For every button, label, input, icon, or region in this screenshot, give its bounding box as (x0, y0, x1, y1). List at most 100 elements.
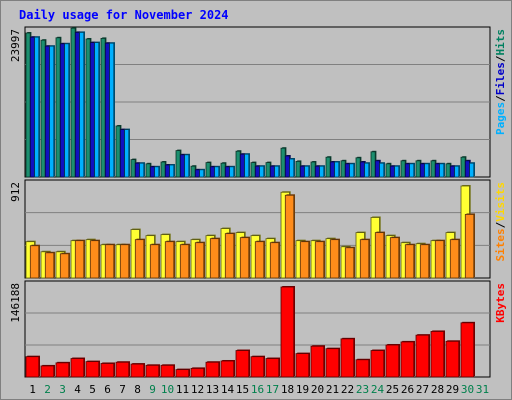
bar-sites (344, 247, 355, 279)
bar-hits (280, 147, 286, 178)
bar-pages (349, 163, 355, 178)
bar-sites (194, 242, 205, 279)
bar-pages (94, 42, 100, 178)
bar-sites (299, 241, 310, 279)
day-label: 17 (266, 383, 279, 396)
bar-sites (329, 239, 340, 279)
day-label: 31 (476, 383, 489, 396)
bar-sites (269, 242, 280, 279)
bar-kbytes (130, 363, 145, 378)
bar-hits (70, 27, 76, 178)
bar-hits (295, 160, 301, 178)
day-label: 5 (89, 383, 96, 396)
day-label: 7 (119, 383, 126, 396)
bar-kbytes (115, 361, 130, 378)
bar-files (239, 153, 245, 178)
bar-kbytes (55, 362, 70, 378)
bar-files (149, 166, 155, 178)
bar-hits (385, 163, 391, 178)
bar-pages (79, 31, 85, 178)
day-label: 6 (104, 383, 111, 396)
bar-sites (374, 232, 385, 279)
bar-sites (59, 253, 70, 279)
bar-kbytes (445, 340, 460, 378)
bar-pages (199, 169, 205, 178)
bar-files (89, 42, 95, 178)
bar-sites (104, 244, 115, 279)
bar-files (134, 162, 140, 178)
bar-kbytes (265, 358, 280, 378)
bar-sites (224, 233, 235, 279)
bar-sites (434, 240, 445, 279)
bar-sites (179, 244, 190, 279)
bar-files (464, 160, 470, 178)
bar-hits (310, 161, 316, 178)
bar-hits (355, 157, 361, 178)
bar-kbytes (415, 334, 430, 378)
bar-pages (259, 165, 265, 178)
bar-hits (400, 160, 406, 178)
day-label: 29 (446, 383, 459, 396)
bar-files (329, 161, 335, 178)
bar-pages (289, 158, 295, 178)
bar-sites (164, 241, 175, 279)
bar-hits (175, 150, 181, 178)
legend-separator: / (494, 221, 507, 228)
bar-pages (49, 45, 55, 178)
bar-pages (214, 166, 220, 178)
bar-kbytes (235, 350, 250, 378)
bar-sites (44, 252, 55, 279)
bar-files (344, 163, 350, 178)
bar-pages (139, 162, 145, 178)
bar-sites (284, 194, 295, 279)
bar-files (59, 43, 65, 178)
day-label: 21 (326, 383, 339, 396)
bar-pages (244, 153, 250, 178)
bar-hits (25, 32, 31, 178)
bar-pages (154, 166, 160, 178)
bar-kbytes (220, 360, 235, 378)
bar-hits (250, 162, 256, 178)
bar-files (209, 166, 215, 178)
day-label: 3 (59, 383, 66, 396)
bar-kbytes (175, 369, 190, 378)
bar-pages (274, 165, 280, 178)
bar-pages (109, 42, 115, 178)
bar-hits (40, 39, 46, 178)
bar-files (29, 36, 35, 178)
bar-kbytes (385, 344, 400, 378)
bar-kbytes (70, 358, 85, 378)
chart-title: Daily usage for November 2024 (19, 8, 229, 22)
day-label: 12 (191, 383, 204, 396)
legend-entry-hits: Hits (494, 29, 507, 56)
bar-files (194, 169, 200, 178)
bar-sites (419, 244, 430, 279)
day-label: 26 (401, 383, 414, 396)
bar-sites (449, 239, 460, 279)
bar-sites (74, 240, 85, 279)
day-label: 4 (74, 383, 81, 396)
bar-pages (379, 162, 385, 178)
legend-entry-pages: Pages (494, 102, 507, 135)
bar-kbytes (280, 286, 295, 378)
day-label: 25 (386, 383, 399, 396)
bar-hits (220, 162, 226, 178)
day-label: 30 (461, 383, 474, 396)
bar-hits (190, 165, 196, 178)
bar-files (254, 165, 260, 178)
bar-kbytes (355, 359, 370, 378)
bar-kbytes (400, 341, 415, 378)
legend-separator: / (494, 55, 507, 62)
bar-kbytes (325, 348, 340, 378)
bar-hits (55, 37, 61, 178)
day-label: 11 (176, 383, 189, 396)
bar-files (44, 45, 50, 178)
bar-kbytes (100, 363, 115, 378)
bar-files (314, 165, 320, 178)
legend-visits-sites: Sites/Visits (494, 182, 507, 262)
bar-hits (370, 151, 376, 178)
bar-sites (359, 239, 370, 279)
bar-files (359, 161, 365, 178)
day-label: 13 (206, 383, 219, 396)
